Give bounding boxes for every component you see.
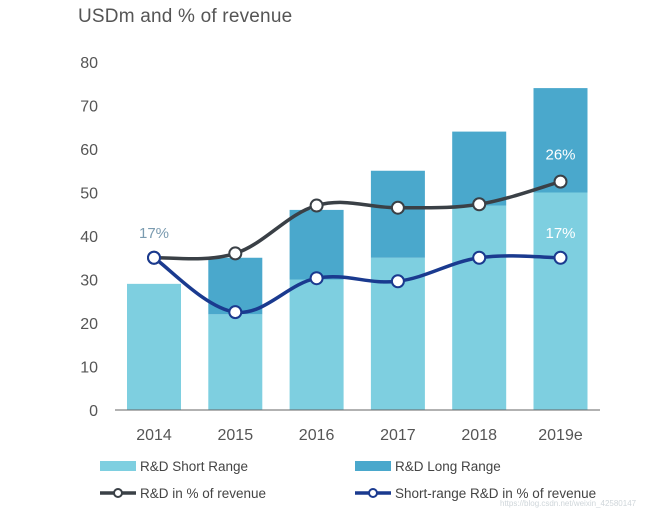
rd-pct-marker [309,198,324,213]
bar-short-range [289,279,344,410]
legend-swatch [100,461,136,471]
rd-pct-marker [472,197,487,212]
y-tick-label: 20 [80,316,98,333]
bar-short-range [208,314,263,410]
short-range-pct-marker [553,250,568,265]
short-range-pct-marker [147,250,161,265]
y-tick-label: 0 [89,403,98,420]
annotations: 17% 26% 17% [139,147,576,242]
bars [127,88,588,410]
legend-marker [368,488,378,498]
rd-pct-marker [228,246,243,261]
bar-short-range [452,205,507,410]
short-range-pct-marker [228,305,243,320]
legend: R&D Short Range R&D Long Range R&D in % of… [100,459,596,501]
data-label: 17% [545,225,575,242]
rd-pct-marker [553,174,568,189]
rd-pct-marker [390,200,405,215]
short-range-pct-marker [309,271,324,286]
bar-long-range [289,209,344,280]
legend-label: R&D in % of revenue [140,486,266,501]
legend-marker [113,488,123,498]
legend-label: R&D Long Range [395,459,501,474]
x-tick-label: 2017 [380,427,416,444]
short-range-pct-marker [472,250,487,265]
watermark: https://blog.csdn.net/weixin_42580147 [500,499,637,508]
legend-swatch [355,461,391,471]
short-range-pct-marker [390,274,405,289]
x-axis-labels: 2014 2015 2016 2017 2018 2019e [136,427,583,444]
y-tick-label: 60 [80,142,98,159]
y-tick-label: 50 [80,186,98,203]
y-tick-label: 80 [80,55,98,72]
x-tick-label: 2015 [218,427,254,444]
bar-short-range [533,192,588,410]
x-tick-label: 2019e [538,427,583,444]
x-tick-label: 2018 [461,427,497,444]
short-range-pct-line [152,254,563,314]
legend-label: R&D Short Range [140,459,248,474]
data-label: 26% [545,147,575,164]
legend-label: Short-range R&D in % of revenue [395,486,596,501]
y-tick-label: 70 [80,99,98,116]
y-tick-label: 40 [80,229,98,246]
chart-title: USDm and % of revenue [78,6,293,27]
bar-short-range [127,283,181,410]
lines [147,174,568,320]
x-tick-label: 2014 [136,427,172,444]
bar-long-range [452,131,507,206]
rd-pct-line [152,179,563,261]
y-tick-label: 10 [80,360,98,377]
y-axis-labels: 0 10 20 30 40 50 60 70 80 [80,55,98,420]
data-label: 17% [139,225,169,242]
x-tick-label: 2016 [299,427,335,444]
y-tick-label: 30 [80,273,98,290]
